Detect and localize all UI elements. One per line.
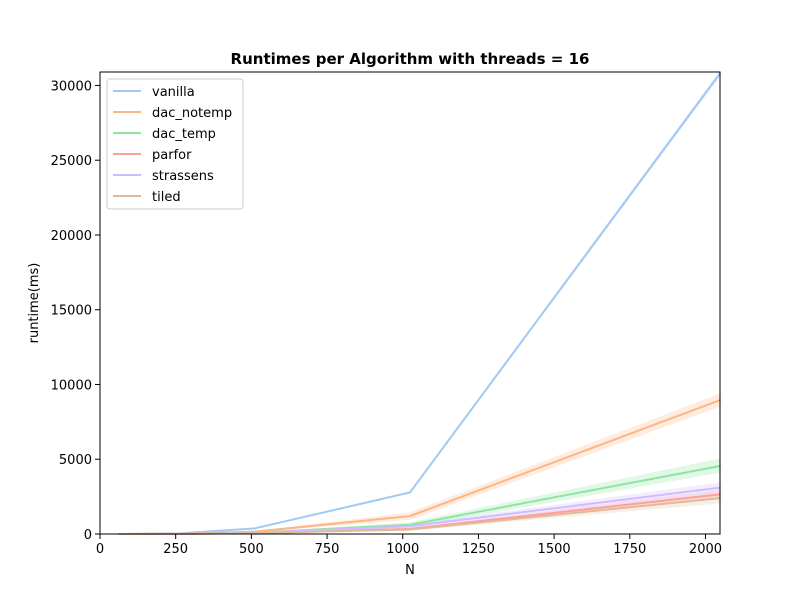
legend-label-parfor: parfor (152, 148, 192, 163)
y-tick-label: 10000 (51, 378, 92, 393)
x-tick-label: 500 (239, 542, 264, 557)
x-tick-label: 2000 (689, 542, 722, 557)
legend-label-tiled: tiled (152, 190, 181, 205)
legend-label-dac-notemp: dac_notemp (152, 106, 232, 121)
legend-label-vanilla: vanilla (152, 85, 195, 100)
y-axis: 0 5000 10000 15000 20000 25000 30000 (51, 79, 100, 543)
confidence-band-tiled (119, 492, 720, 534)
legend-label-dac-temp: dac_temp (152, 127, 216, 142)
y-tick-label: 0 (84, 528, 92, 543)
chart-title: Runtimes per Algorithm with threads = 16 (231, 50, 590, 68)
y-tick-label: 5000 (59, 453, 92, 468)
x-tick-label: 1250 (462, 542, 495, 557)
x-axis: 0 250 500 750 1000 1250 1500 1750 2000 (96, 534, 722, 557)
x-tick-label: 1000 (386, 542, 419, 557)
x-tick-label: 250 (163, 542, 188, 557)
y-tick-label: 15000 (51, 304, 92, 319)
x-tick-label: 1500 (538, 542, 571, 557)
x-tick-label: 0 (96, 542, 104, 557)
plot-frame (99, 71, 721, 535)
legend-label-strassens: strassens (152, 169, 214, 184)
x-axis-label: N (405, 563, 415, 578)
x-tick-label: 1750 (613, 542, 646, 557)
y-tick-label: 20000 (51, 229, 92, 244)
y-tick-label: 25000 (51, 154, 92, 169)
y-axis-label: runtime(ms) (27, 263, 42, 344)
x-tick-label: 750 (315, 542, 340, 557)
y-tick-label: 30000 (51, 79, 92, 94)
